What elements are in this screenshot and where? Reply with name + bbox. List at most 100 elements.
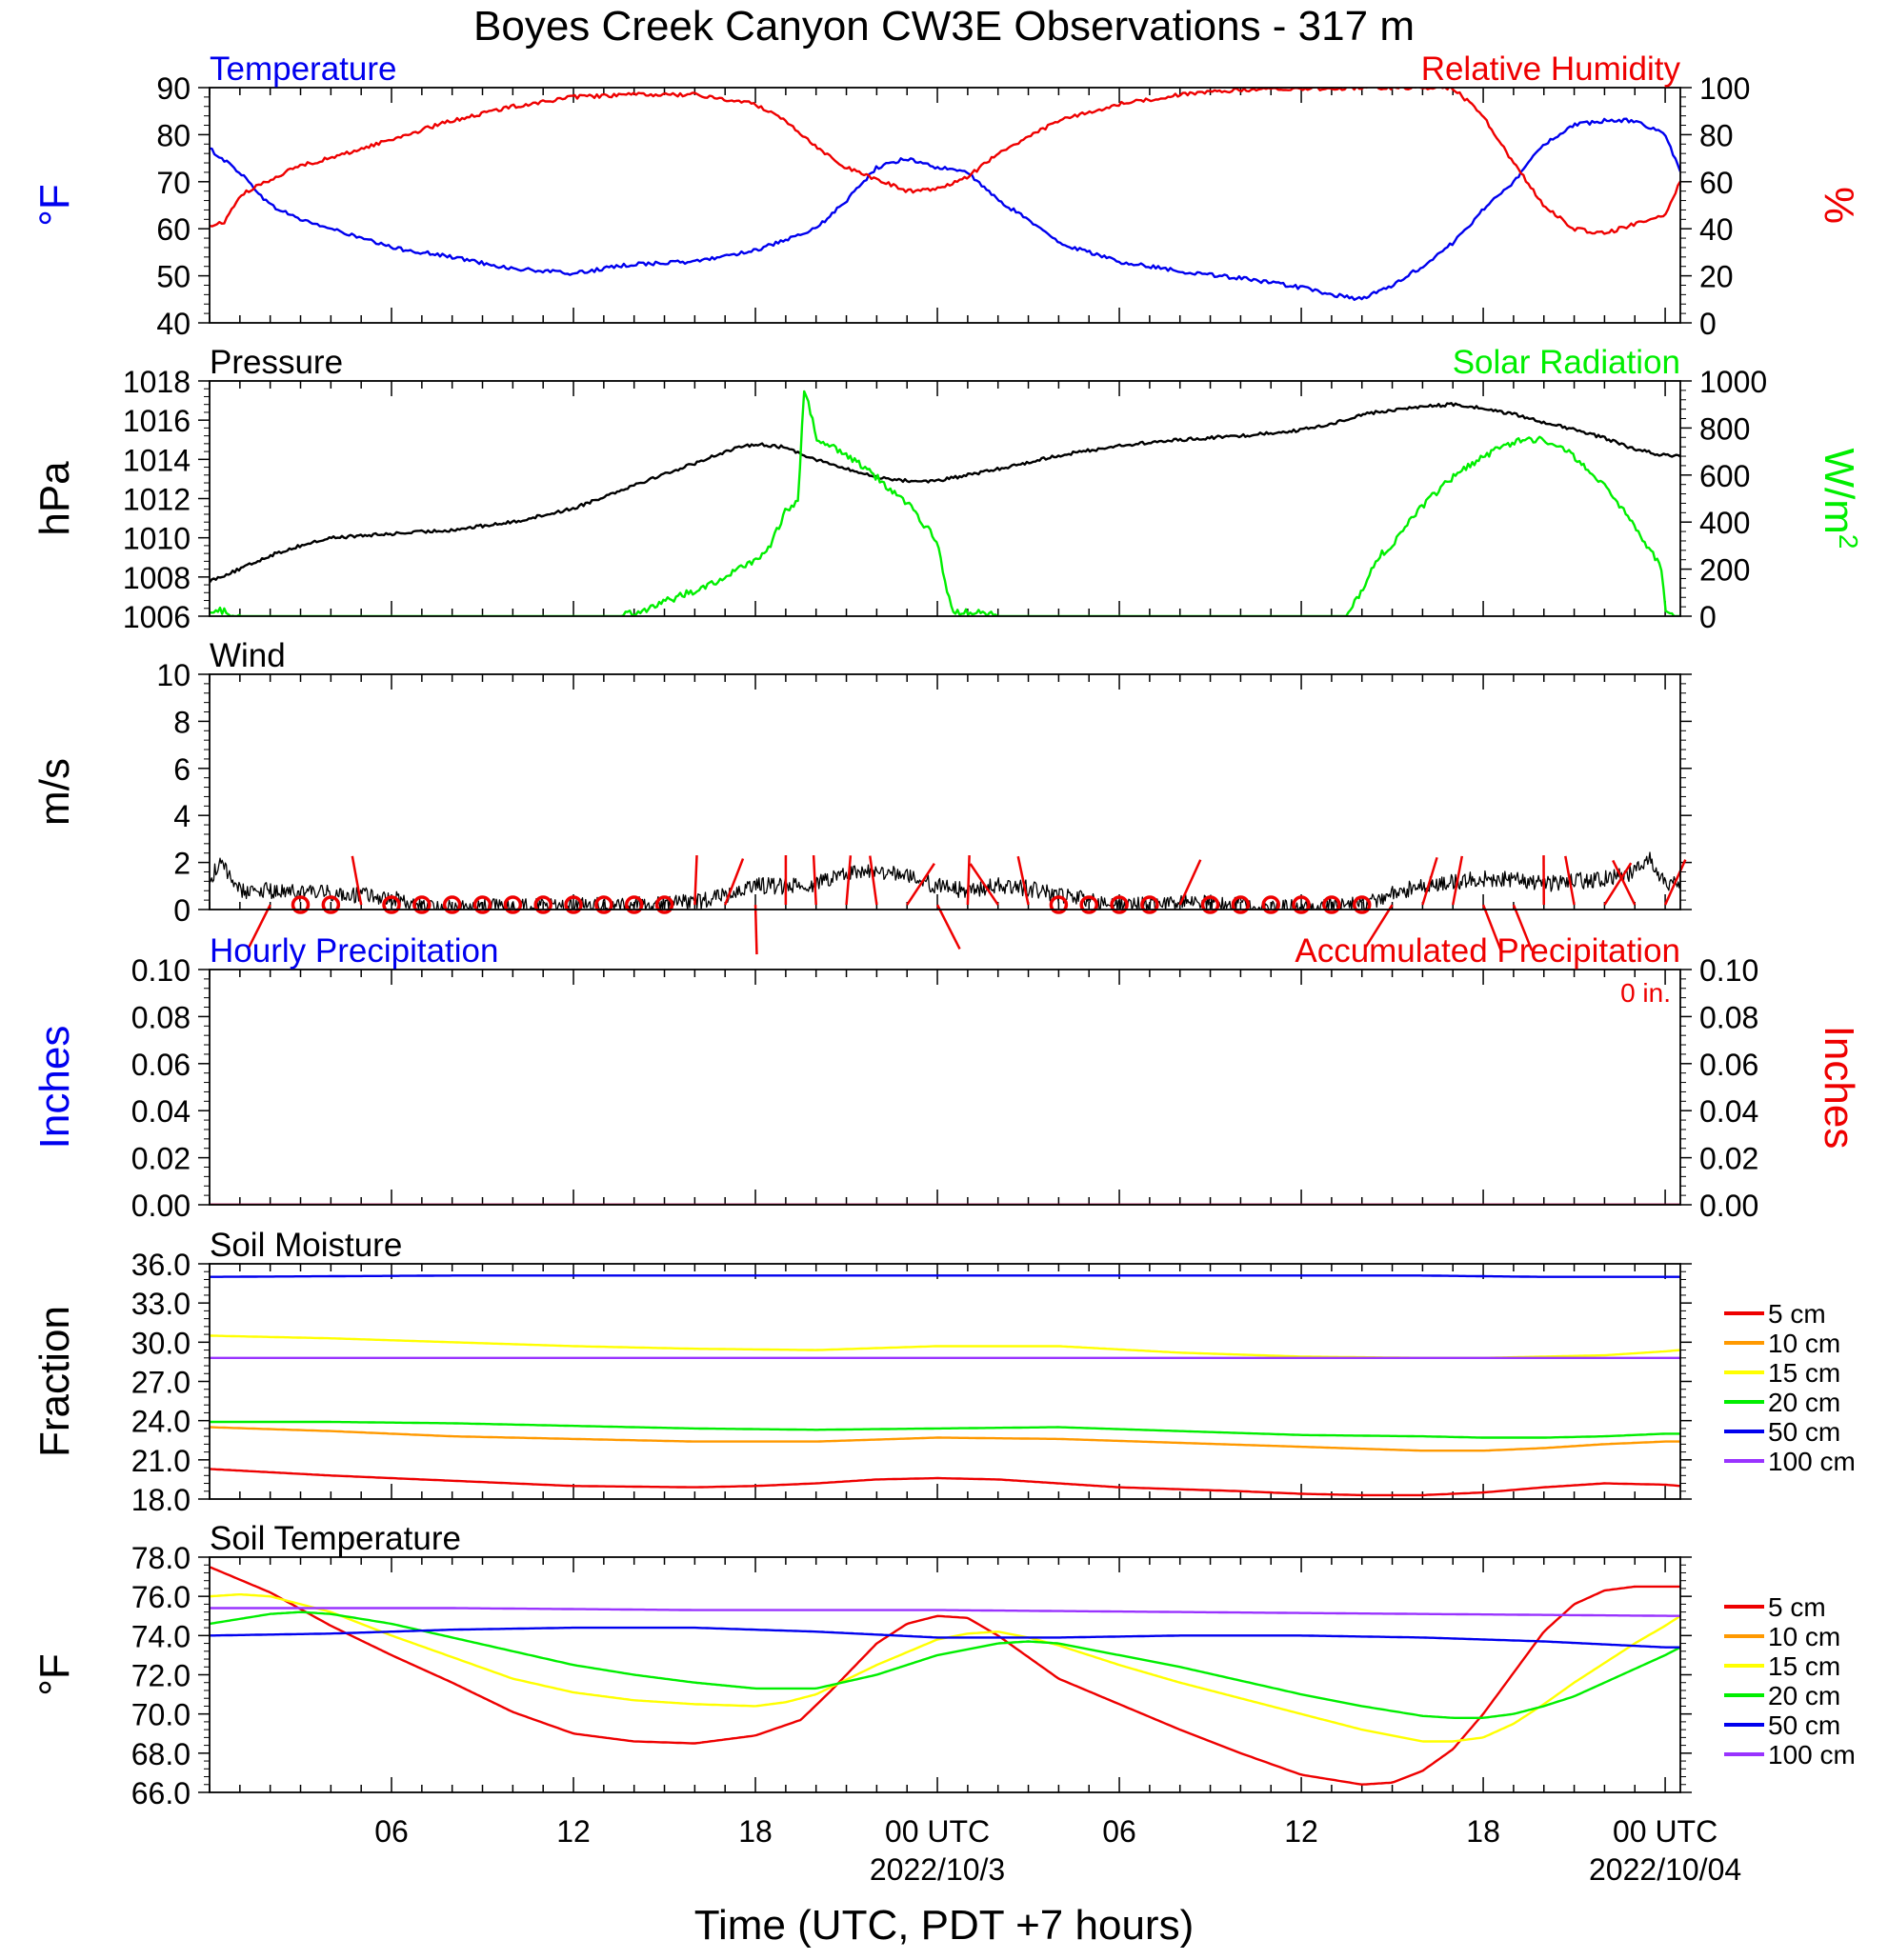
calm-wind-circle [533, 895, 552, 914]
left-y-tick-label: 1006 [123, 600, 191, 634]
left-y-tick-label: 80 [156, 118, 191, 152]
left-y-tick-label: 1008 [123, 561, 191, 595]
calm-wind-circle [624, 895, 644, 914]
x-tick-label: 18 [1466, 1814, 1500, 1849]
left-y-axis-label: Inches [31, 1026, 78, 1150]
series-group [210, 1566, 1680, 1786]
legend-label: 15 cm [1768, 1358, 1840, 1388]
right-y-tick-label: 400 [1699, 506, 1750, 540]
calm-wind-circle [412, 895, 432, 914]
calm-wind-circle [564, 895, 583, 914]
series-line-20-cm [210, 1420, 1680, 1439]
left-y-tick-label: 4 [173, 799, 191, 833]
right-y-tick-label: 0 [1699, 307, 1717, 341]
calm-wind-circle [472, 895, 492, 914]
right-y-tick-label: 600 [1699, 459, 1750, 493]
calm-wind-circle [291, 895, 311, 914]
calm-wind-circle [654, 895, 674, 914]
series-line-pressure [210, 402, 1680, 584]
wind-barb [1016, 855, 1030, 906]
left-y-tick-label: 1016 [123, 404, 191, 438]
series-line-50-cm [210, 1274, 1680, 1278]
left-y-tick-label: 21.0 [131, 1444, 191, 1478]
wind-barb [724, 858, 745, 906]
left-y-tick-label: 1014 [123, 443, 191, 477]
right-y-tick-label: 0.06 [1699, 1048, 1758, 1082]
right-y-tick-label: 80 [1699, 118, 1734, 152]
calm-wind-circle [1261, 895, 1280, 914]
series-line-20-cm [210, 1610, 1680, 1720]
right-y-tick-label: 60 [1699, 166, 1734, 200]
left-y-tick-label: 2 [173, 847, 191, 881]
right-y-tick-label: 100 [1699, 71, 1750, 106]
x-tick-label: 18 [738, 1814, 773, 1849]
x-tick-label: 00 UTC [1613, 1814, 1717, 1849]
series-line-solar-radiation [210, 390, 1680, 616]
panel-left-title: Wind [210, 637, 286, 674]
wind-barb [1663, 859, 1687, 906]
panel-frame [209, 673, 1681, 910]
right-y-tick-label: 0.04 [1699, 1094, 1758, 1129]
calm-wind-circle [1079, 895, 1098, 914]
series-line-50-cm [210, 1626, 1680, 1649]
calm-wind-circle [594, 895, 613, 914]
left-y-tick-label: 74.0 [131, 1619, 191, 1653]
x-tick-label: 06 [374, 1814, 409, 1849]
panel-frame [209, 969, 1681, 1206]
panel-frame [209, 380, 1681, 617]
series-group [210, 390, 1680, 616]
series-line-relative-humidity [210, 88, 1680, 235]
calm-wind-circle [1322, 895, 1341, 914]
series-group [210, 851, 1680, 910]
left-y-tick-label: 40 [156, 307, 191, 341]
wind-barb [845, 855, 853, 906]
panel-frame [209, 1556, 1681, 1793]
right-y-tick-label: 0.02 [1699, 1142, 1758, 1176]
calm-wind-circle [442, 895, 462, 914]
x-tick-label: 00 UTC [885, 1814, 990, 1849]
left-y-tick-label: 10 [156, 658, 191, 692]
left-y-tick-label: 6 [173, 752, 191, 787]
left-y-tick-label: 18.0 [131, 1483, 191, 1517]
left-y-tick-label: 36.0 [131, 1248, 191, 1282]
left-y-tick-label: 0.02 [131, 1142, 191, 1176]
wind-barb [1481, 904, 1503, 951]
wind-barb [812, 855, 817, 906]
chart-title: Boyes Creek Canyon CW3E Observations - 3… [473, 3, 1415, 50]
panel-right-title: Relative Humidity [1421, 50, 1681, 88]
legend-label: 15 cm [1768, 1651, 1840, 1681]
series-line-temperature [210, 117, 1680, 301]
panel-left-title: Temperature [210, 50, 396, 88]
left-y-tick-label: 70.0 [131, 1698, 191, 1732]
series-group [210, 88, 1680, 301]
panel-temp_rh: 40 50 60 70 80 90 0 20 40 60 80 100 Temperature Relat… [31, 50, 1862, 341]
legend-label: 5 cm [1768, 1299, 1826, 1329]
left-y-tick-label: 50 [156, 260, 191, 294]
series-line-5-cm [210, 1468, 1680, 1497]
right-y-axis-label: Inches [1816, 1026, 1862, 1150]
left-y-tick-label: 1012 [123, 483, 191, 517]
left-y-tick-label: 27.0 [131, 1366, 191, 1400]
panel-soil_temp: 66.0 68.0 70.0 72.0 74.0 76.0 78.0 Soil Tempera… [31, 1520, 1856, 1810]
right-y-tick-label: 200 [1699, 553, 1750, 588]
left-y-tick-label: 0.00 [131, 1189, 191, 1223]
legend-label: 50 cm [1768, 1417, 1840, 1447]
left-y-tick-label: 0.04 [131, 1094, 191, 1129]
right-y-tick-label: 0.00 [1699, 1189, 1758, 1223]
panel-precip: 0.00 0.02 0.04 0.06 0.08 0.10 0.00 0.02 0.04 0.06… [31, 932, 1862, 1223]
calm-wind-circle [382, 895, 401, 914]
wind-barb [906, 862, 935, 906]
left-y-tick-label: 68.0 [131, 1737, 191, 1771]
series-line-5-cm [210, 1566, 1680, 1786]
left-y-tick-label: 1018 [123, 365, 191, 399]
series-line-wind [210, 851, 1680, 910]
series-line-100-cm [210, 1607, 1680, 1617]
left-y-tick-label: 78.0 [131, 1541, 191, 1575]
calm-wind-circle [1231, 895, 1251, 914]
left-y-tick-label: 76.0 [131, 1580, 191, 1614]
calm-wind-circle [1140, 895, 1159, 914]
